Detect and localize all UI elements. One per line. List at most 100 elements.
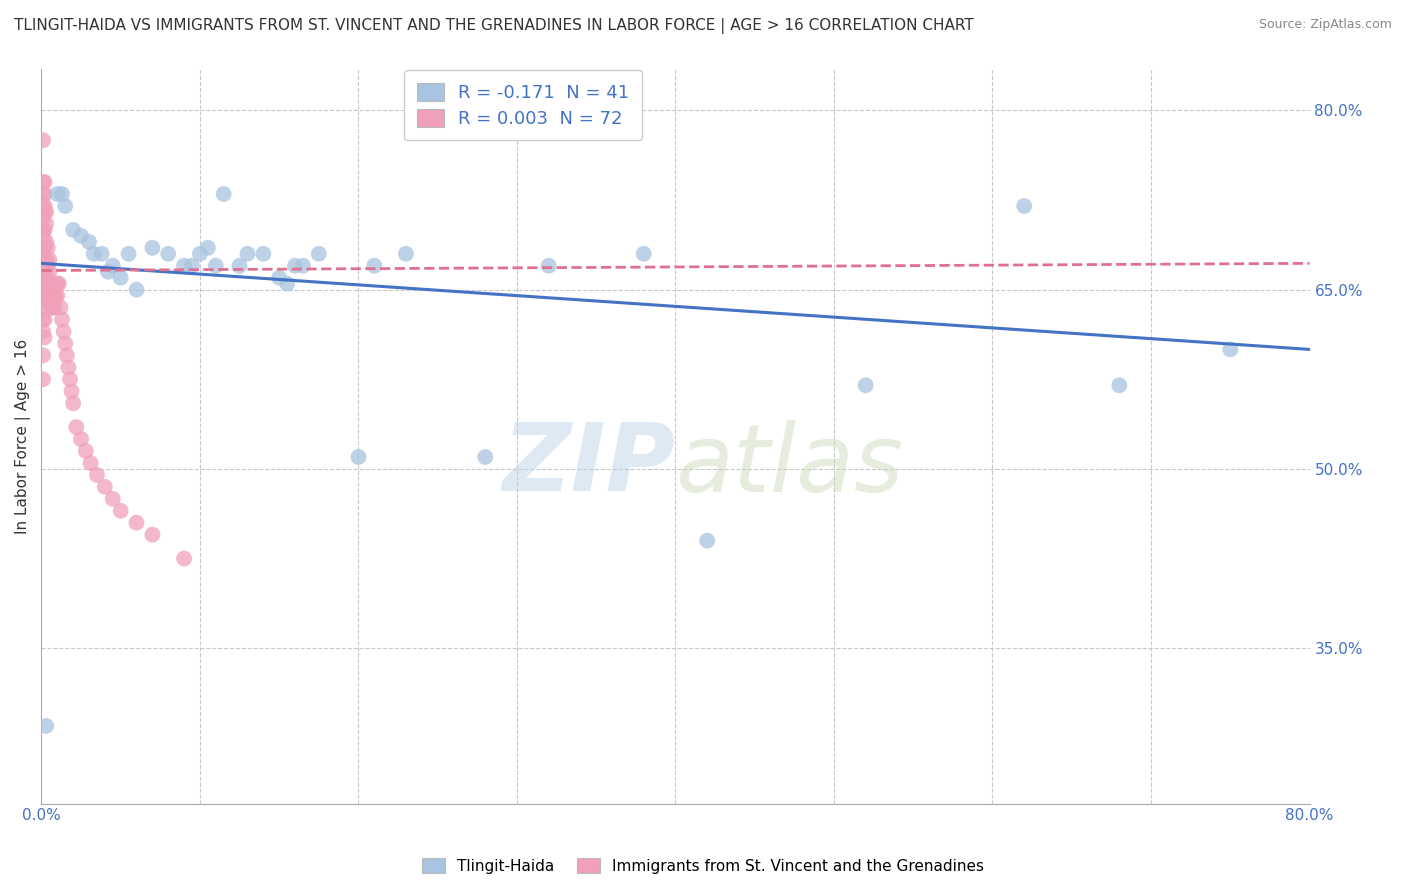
Point: [70, 432, 93, 446]
Point: [94, 480, 117, 494]
Point: [633, 247, 655, 261]
Point: [696, 533, 718, 548]
Point: [59, 372, 82, 386]
Point: [49, 301, 72, 315]
Point: [34, 175, 56, 189]
Point: [284, 259, 307, 273]
Legend: Tlingit-Haida, Immigrants from St. Vincent and the Grenadines: Tlingit-Haida, Immigrants from St. Vince…: [416, 852, 990, 880]
Point: [101, 259, 124, 273]
Point: [70, 228, 93, 243]
Point: [32, 348, 55, 362]
Point: [37, 259, 59, 273]
Point: [34, 330, 56, 344]
Point: [34, 187, 56, 202]
Point: [38, 252, 60, 267]
Point: [34, 223, 56, 237]
Point: [55, 348, 77, 362]
Point: [308, 247, 330, 261]
Point: [58, 360, 80, 375]
Point: [45, 277, 67, 291]
Point: [35, 217, 58, 231]
Point: [537, 259, 560, 273]
Point: [97, 265, 120, 279]
Point: [46, 277, 69, 291]
Point: [41, 301, 63, 315]
Point: [34, 205, 56, 219]
Point: [32, 277, 55, 291]
Point: [347, 450, 370, 464]
Point: [32, 265, 55, 279]
Point: [60, 384, 83, 399]
Point: [42, 288, 65, 302]
Y-axis label: In Labor Force | Age > 16: In Labor Force | Age > 16: [15, 338, 31, 533]
Point: [32, 211, 55, 225]
Point: [117, 247, 139, 261]
Point: [37, 241, 59, 255]
Point: [75, 444, 97, 458]
Point: [157, 247, 180, 261]
Point: [32, 252, 55, 267]
Point: [34, 312, 56, 326]
Point: [34, 270, 56, 285]
Point: [204, 259, 226, 273]
Text: TLINGIT-HAIDA VS IMMIGRANTS FROM ST. VINCENT AND THE GRENADINES IN LABOR FORCE |: TLINGIT-HAIDA VS IMMIGRANTS FROM ST. VIN…: [14, 18, 974, 34]
Point: [35, 235, 58, 249]
Point: [39, 288, 62, 302]
Text: Source: ZipAtlas.com: Source: ZipAtlas.com: [1258, 18, 1392, 31]
Point: [32, 372, 55, 386]
Point: [62, 223, 84, 237]
Point: [34, 283, 56, 297]
Point: [32, 223, 55, 237]
Point: [269, 270, 291, 285]
Point: [474, 450, 496, 464]
Point: [83, 247, 105, 261]
Point: [141, 527, 163, 541]
Point: [34, 294, 56, 309]
Point: [48, 277, 70, 291]
Point: [79, 456, 101, 470]
Point: [46, 288, 69, 302]
Point: [276, 277, 298, 291]
Point: [65, 420, 87, 434]
Text: ZIP: ZIP: [502, 419, 675, 511]
Point: [35, 252, 58, 267]
Point: [110, 504, 132, 518]
Point: [1219, 343, 1241, 357]
Point: [86, 467, 108, 482]
Point: [173, 551, 195, 566]
Point: [35, 288, 58, 302]
Point: [62, 396, 84, 410]
Point: [125, 283, 148, 297]
Point: [35, 719, 58, 733]
Point: [77, 235, 100, 249]
Point: [32, 187, 55, 202]
Point: [90, 247, 112, 261]
Point: [32, 288, 55, 302]
Point: [42, 301, 65, 315]
Point: [38, 265, 60, 279]
Point: [35, 205, 58, 219]
Point: [51, 187, 73, 202]
Point: [197, 241, 219, 255]
Point: [32, 312, 55, 326]
Point: [34, 199, 56, 213]
Point: [53, 336, 76, 351]
Point: [212, 187, 235, 202]
Legend: R = -0.171  N = 41, R = 0.003  N = 72: R = -0.171 N = 41, R = 0.003 N = 72: [405, 70, 643, 140]
Point: [101, 491, 124, 506]
Point: [46, 187, 69, 202]
Point: [855, 378, 877, 392]
Point: [32, 199, 55, 213]
Point: [51, 312, 73, 326]
Point: [32, 133, 55, 147]
Point: [32, 241, 55, 255]
Point: [236, 247, 259, 261]
Point: [1012, 199, 1035, 213]
Point: [363, 259, 385, 273]
Point: [41, 288, 63, 302]
Point: [32, 301, 55, 315]
Point: [52, 325, 75, 339]
Point: [45, 288, 67, 302]
Point: [53, 199, 76, 213]
Point: [110, 270, 132, 285]
